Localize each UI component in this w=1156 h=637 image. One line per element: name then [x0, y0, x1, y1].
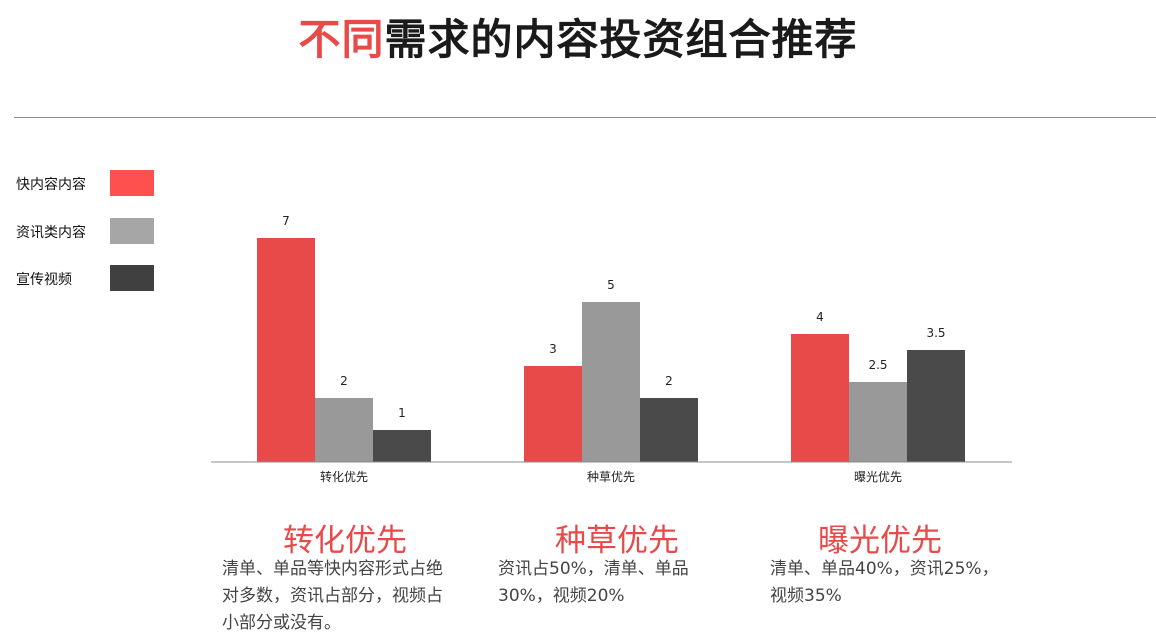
- section-title-conversion: 转化优先: [283, 523, 407, 559]
- data-label: 3: [549, 342, 557, 356]
- data-label: 4: [816, 310, 824, 324]
- bar-2-3: [849, 382, 907, 462]
- legend-swatch: [110, 218, 154, 244]
- legend-item: 资讯类内容: [16, 218, 166, 244]
- section-desc-seeding: 资讯占50%，清单、单品 30%，视频20%: [498, 556, 738, 610]
- section-title-exposure: 曝光优先: [818, 523, 942, 559]
- desc-line: 资讯占50%，清单、单品: [498, 559, 689, 579]
- section-desc-conversion: 清单、单品等快内容形式占绝 对多数，资讯占部分，视频占 小部分或没有。: [222, 556, 482, 637]
- desc-line: 对多数，资讯占部分，视频占: [222, 586, 443, 606]
- legend-item: 宣传视频: [16, 265, 166, 291]
- data-label: 7: [282, 214, 290, 228]
- legend-swatch: [110, 170, 154, 196]
- legend-item: 快内容内容: [16, 170, 166, 196]
- bar-3-2: [640, 398, 698, 462]
- x-tick-label: 种草优先: [587, 470, 635, 484]
- desc-line: 30%，视频20%: [498, 586, 625, 606]
- data-label: 3.5: [926, 326, 945, 340]
- page-title: 不同需求的内容投资组合推荐: [0, 6, 1156, 67]
- bar-1-2: [524, 366, 582, 462]
- bar-2-2: [582, 302, 640, 462]
- desc-line: 清单、单品40%，资讯25%，: [770, 559, 999, 579]
- data-label: 5: [607, 278, 615, 292]
- bar-2-1: [315, 398, 373, 462]
- desc-line: 视频35%: [770, 586, 842, 606]
- x-tick-label: 转化优先: [320, 469, 368, 484]
- desc-line: 清单、单品等快内容形式占绝: [222, 559, 443, 579]
- section-desc-exposure: 清单、单品40%，资讯25%， 视频35%: [770, 556, 1030, 610]
- legend-label: 快内容内容: [16, 177, 86, 193]
- data-label: 2.5: [868, 358, 887, 372]
- bar-3-3: [907, 350, 965, 462]
- bar-1-1: [257, 238, 315, 462]
- bar-3-1: [373, 430, 431, 462]
- title-rest: 需求的内容投资组合推荐: [384, 15, 858, 64]
- data-label: 1: [398, 406, 406, 420]
- legend-label: 宣传视频: [16, 272, 72, 288]
- data-label: 2: [340, 374, 348, 388]
- x-tick-label: 曝光优先: [854, 470, 902, 484]
- legend-swatch: [110, 265, 154, 291]
- legend-label: 资讯类内容: [16, 225, 86, 241]
- section-title-seeding: 种草优先: [555, 523, 679, 559]
- title-divider: [14, 117, 1156, 118]
- desc-line: 小部分或没有。: [222, 613, 341, 633]
- data-label: 2: [665, 374, 673, 388]
- bar-1-3: [791, 334, 849, 462]
- title-highlight: 不同: [298, 15, 385, 64]
